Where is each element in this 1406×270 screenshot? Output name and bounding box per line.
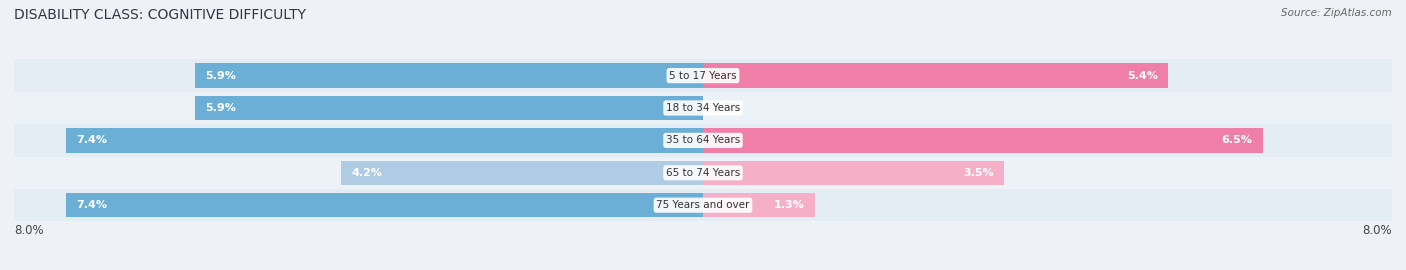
Text: 75 Years and over: 75 Years and over [657, 200, 749, 210]
Bar [14, 189, 1392, 221]
Text: 5 to 17 Years: 5 to 17 Years [669, 70, 737, 81]
Text: 8.0%: 8.0% [1362, 224, 1392, 237]
Text: 35 to 64 Years: 35 to 64 Years [666, 135, 740, 146]
Bar [195, 63, 703, 88]
Text: 7.4%: 7.4% [76, 135, 107, 146]
Text: 6.5%: 6.5% [1222, 135, 1253, 146]
Bar [703, 128, 1263, 153]
Text: 0.0%: 0.0% [713, 103, 741, 113]
Text: 1.3%: 1.3% [773, 200, 804, 210]
Bar [703, 63, 1168, 88]
Text: 4.2%: 4.2% [352, 168, 382, 178]
Bar [14, 92, 1392, 124]
Bar [66, 193, 703, 217]
Text: 5.4%: 5.4% [1126, 70, 1157, 81]
Text: 5.9%: 5.9% [205, 103, 236, 113]
Bar [342, 161, 703, 185]
Text: 5.9%: 5.9% [205, 70, 236, 81]
Bar [66, 128, 703, 153]
Bar [195, 96, 703, 120]
Text: 3.5%: 3.5% [963, 168, 994, 178]
Text: 8.0%: 8.0% [14, 224, 44, 237]
Bar [14, 59, 1392, 92]
Text: 18 to 34 Years: 18 to 34 Years [666, 103, 740, 113]
Bar [703, 161, 1004, 185]
Text: 7.4%: 7.4% [76, 200, 107, 210]
Text: 65 to 74 Years: 65 to 74 Years [666, 168, 740, 178]
Bar [14, 124, 1392, 157]
Text: DISABILITY CLASS: COGNITIVE DIFFICULTY: DISABILITY CLASS: COGNITIVE DIFFICULTY [14, 8, 307, 22]
Bar [14, 157, 1392, 189]
Text: Source: ZipAtlas.com: Source: ZipAtlas.com [1281, 8, 1392, 18]
Bar [703, 193, 815, 217]
